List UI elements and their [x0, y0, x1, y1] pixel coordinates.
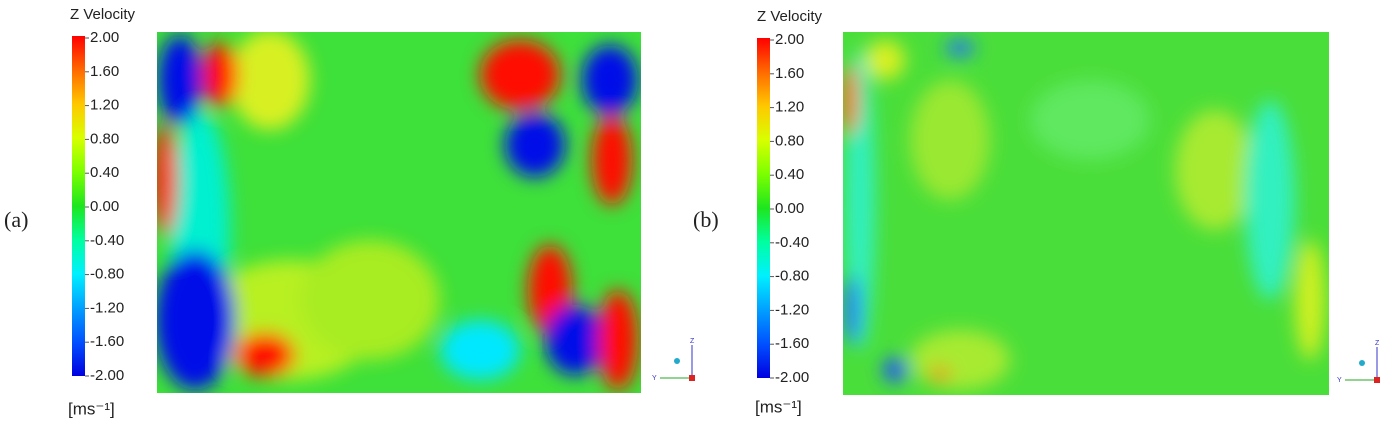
colorbar-label: -2.00: [90, 367, 124, 384]
colorbar-label: -1.60: [90, 333, 124, 350]
axis-label: Y: [1337, 377, 1342, 384]
colorbar-label: 0.80: [775, 132, 804, 149]
contour-plot: [843, 32, 1329, 395]
colorbar-label: -0.40: [775, 234, 809, 251]
axis-label: Z: [1375, 340, 1380, 347]
colorbar-label: 0.40: [775, 166, 804, 183]
colorbar-title: Z Velocity: [757, 8, 823, 25]
colorbar-label: -1.20: [775, 301, 809, 318]
panel-b: (b) Z Velocity [ms⁻¹]: [693, 8, 1380, 416]
colorbar: [757, 38, 770, 378]
colorbar-label: 2.00: [90, 29, 119, 46]
axis-triad: Z Y: [1337, 340, 1380, 384]
colorbar-label: -0.40: [90, 232, 124, 249]
colorbar-label: 1.20: [90, 97, 119, 114]
colorbar-unit: [ms⁻¹]: [755, 397, 802, 416]
colorbar-label: 0.80: [90, 130, 119, 147]
panel-a: (a) Z Velocity [ms⁻¹]: [4, 6, 695, 418]
colorbar-label: 1.60: [775, 65, 804, 82]
colorbar-label: -0.80: [90, 266, 124, 283]
axis-triad: Z Y: [652, 338, 695, 382]
colorbar-title: Z Velocity: [70, 6, 136, 23]
colorbar: [72, 36, 85, 376]
colorbar-label: -2.00: [775, 369, 809, 386]
colorbar-unit: [ms⁻¹]: [68, 399, 115, 418]
colorbar-label: -0.80: [775, 268, 809, 285]
colorbar-label: -1.60: [775, 335, 809, 352]
axis-label: Z: [690, 338, 695, 345]
colorbar-label: 0.00: [775, 200, 804, 217]
axis-label: Y: [652, 375, 657, 382]
contour-plot: [157, 32, 641, 393]
panel-label: (b): [693, 207, 719, 232]
colorbar-label: 0.00: [90, 198, 119, 215]
panel-label: (a): [4, 207, 28, 232]
colorbar-label: 1.60: [90, 63, 119, 80]
colorbar-label: 2.00: [775, 31, 804, 48]
colorbar-label: 0.40: [90, 164, 119, 181]
colorbar-label: 1.20: [775, 99, 804, 116]
colorbar-label: -1.20: [90, 299, 124, 316]
